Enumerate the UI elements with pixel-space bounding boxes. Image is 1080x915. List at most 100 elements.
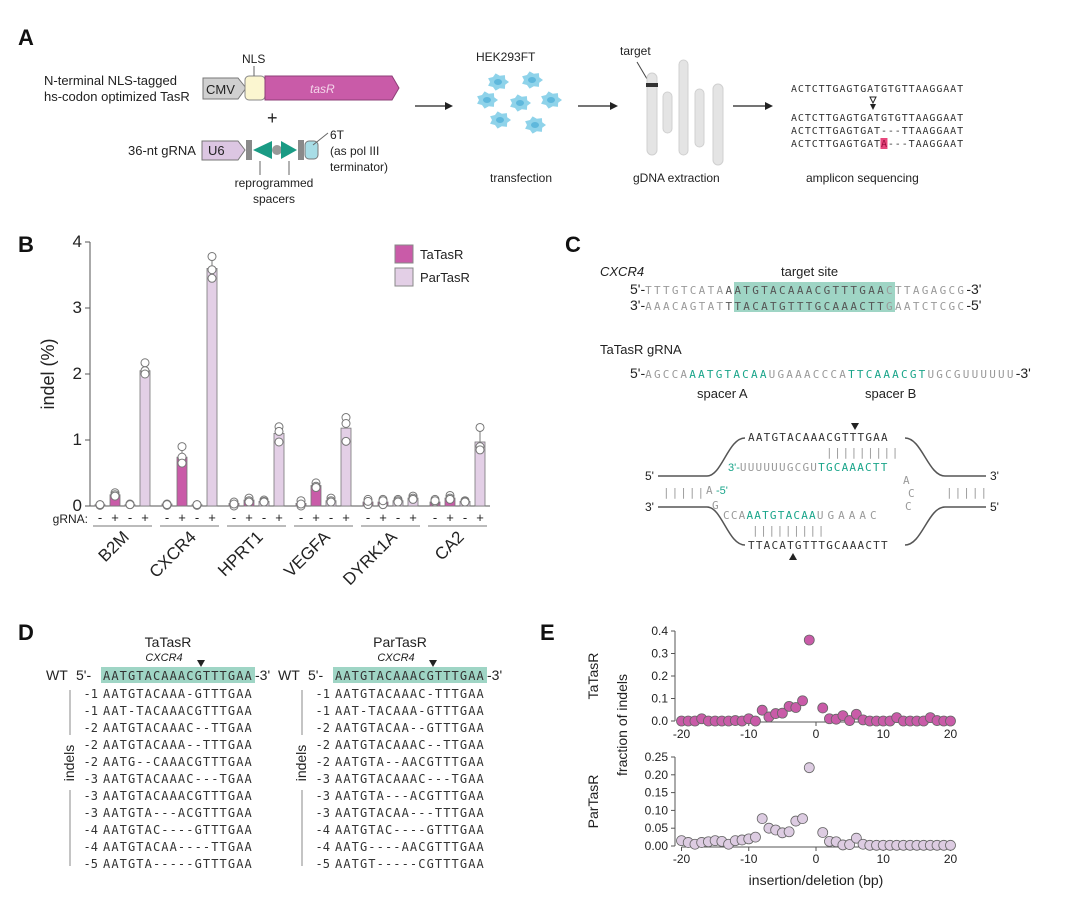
amplicon-reference: ACTCTTGAGTGATGTGTTAAGGAAT [791, 84, 964, 95]
amplicon-read: ACTCTTGAGTGAT---TTAAGGAAT [791, 126, 964, 137]
indel-row: -5 AATGTA-----GTTTGAA [84, 857, 252, 871]
cell-nucleus [494, 79, 502, 85]
panel-c: CXCR4 target site 5'-TTTGTCATAAATGTACAAA… [600, 264, 1031, 560]
indel-row: -3 AATGTACAAAC---TGAA [316, 772, 485, 786]
indels-label: indels [61, 745, 77, 782]
y-tick-label: 4 [73, 232, 82, 251]
cut-site-arrow [869, 96, 877, 110]
loop-c2: C [905, 500, 912, 513]
grna-sign: + [312, 510, 320, 525]
gene-label: CXCR4 [145, 652, 182, 664]
point-TaTasR [790, 702, 802, 713]
indel-size: -2 [84, 721, 98, 735]
grna-sign: + [446, 510, 454, 525]
replicate-point [341, 419, 351, 428]
spacer-b-triangle [281, 141, 297, 159]
indel-sequence: AAT-TACAAA-GTTTGAA [335, 704, 485, 718]
guide-g: G [712, 499, 719, 512]
replicate-point [326, 497, 336, 507]
y-tick-label: 0.2 [651, 669, 668, 683]
indel-sequence: AATGTACAA--GTTTGAA [335, 721, 485, 735]
spacer-a-triangle [253, 141, 272, 159]
replicate-point [296, 499, 306, 509]
bar-ParTasR-CXCR4-plus [206, 267, 218, 507]
wt-sequence: AATGTACAAACGTTTGAA [103, 669, 253, 683]
block-title: ParTasR [373, 634, 427, 650]
series-label: TaTasR [585, 653, 601, 700]
grna-sign: - [262, 510, 266, 525]
construct-label-1: N-terminal NLS-tagged [44, 73, 177, 88]
replicate-point [140, 358, 150, 368]
x-tick-label: -10 [740, 852, 758, 866]
block-title: TaTasR [145, 634, 192, 650]
grna-sign: - [299, 510, 303, 525]
indel-row: -3 AATGTA---ACGTTTGAA [316, 789, 485, 803]
replicate-point [125, 500, 135, 510]
category-label: HPRT1 [214, 527, 267, 580]
point-ParTasR [803, 762, 815, 774]
indel-size: -5 [316, 857, 330, 871]
y-tick-label: 0.05 [645, 821, 669, 835]
replicate-point [162, 500, 172, 510]
chromosomes-illustration [646, 59, 724, 166]
indel-sequence: AATGTACAAAC---TGAA [335, 772, 485, 786]
point-ParTasR [850, 832, 862, 844]
cut-arrow-top [851, 423, 859, 430]
wt-5prime: 5'- [76, 667, 91, 683]
replicate-point [341, 436, 351, 446]
indel-size: -2 [316, 721, 330, 735]
grna-sign: + [342, 510, 350, 525]
plus-sign: + [267, 108, 278, 128]
indel-size: -2 [316, 755, 330, 769]
x-tick-label: 0 [813, 852, 820, 866]
y-axis-label: fraction of indels [614, 674, 630, 776]
indel-size: -2 [84, 738, 98, 752]
point-ParTasR [844, 839, 856, 850]
indel-row: -2 AATGTACAAAC--TTGAA [316, 738, 484, 752]
grna-sign: - [433, 510, 437, 525]
point-ParTasR [783, 826, 795, 838]
cmv-promoter-arrow [202, 77, 247, 100]
replicate-point [445, 494, 455, 504]
indel-row: -4 AATGTAC----GTTTGAA [316, 823, 484, 837]
wt-label: WT [46, 667, 68, 683]
y-tick-label: 0.15 [645, 786, 669, 800]
indel-sequence: AATGTACAAAC-TTTGAA [335, 687, 485, 701]
legend-label-ParTasR: ParTasR [420, 270, 470, 285]
grna-sign: + [178, 510, 186, 525]
indel-row: -2 AATGTA--AACGTTTGAA [316, 755, 485, 769]
construct-label-2: hs-codon optimized TasR [44, 89, 190, 104]
indel-sequence: AATGTACAAA-GTTTGAA [103, 687, 253, 701]
loop-a: A [903, 474, 910, 487]
indel-sequence: AATGTA--AACGTTTGAA [335, 755, 485, 769]
point-ParTasR [945, 839, 956, 851]
x-tick-label: 20 [944, 852, 958, 866]
guide-lower: CCAAATGTACAAUGAAAC [723, 509, 881, 522]
bar-ParTasR-B2M-plus [139, 370, 151, 507]
panel-label-e: E [540, 620, 555, 645]
cut-site-arrow [429, 660, 437, 667]
replicate-point [475, 422, 485, 432]
panel-label-b: B [18, 232, 34, 257]
sixT-label-3: terminator) [330, 160, 388, 174]
loop-c1: C [908, 487, 915, 500]
indel-row: -1 AAT-TACAAA-GTTTGAA [316, 704, 485, 718]
indel-size: -2 [84, 755, 98, 769]
grna-sign: + [245, 510, 253, 525]
indel-sequence: AATGTA---ACGTTTGAA [335, 789, 485, 803]
indel-size: -1 [316, 687, 330, 701]
grna-title: TaTasR gRNA [600, 342, 682, 357]
replicate-point [460, 497, 470, 507]
tasr-label: tasR [310, 82, 335, 96]
amplicon-reads: ACTCTTGAGTGATGTGTTAAGGAAT ACTCTTGAGTGAT--… [791, 113, 964, 150]
indel-sequence: AATGTA---ACGTTTGAA [103, 806, 253, 820]
point-TaTasR [750, 715, 761, 727]
point-TaTasR [945, 715, 956, 727]
grna-sign: + [379, 510, 387, 525]
y-tick-label: 0.20 [645, 768, 669, 782]
replicate-point [408, 494, 418, 504]
x-axis-label: insertion/deletion (bp) [749, 872, 884, 888]
nls-label: NLS [242, 52, 265, 66]
indel-size: -1 [316, 704, 330, 718]
